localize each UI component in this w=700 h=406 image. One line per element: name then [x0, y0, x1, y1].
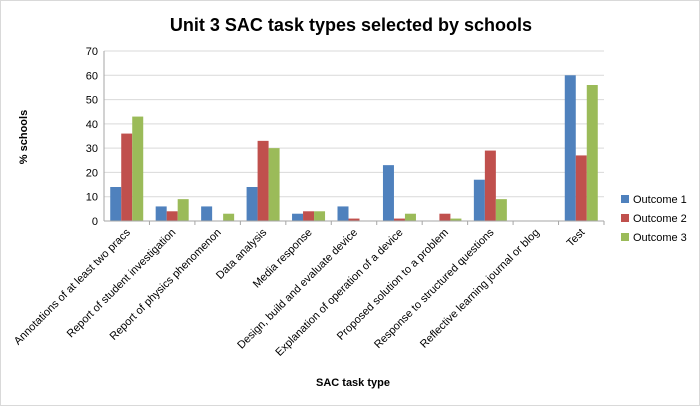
bar-outcome-2: [393, 218, 405, 221]
bar-outcome-3: [450, 218, 462, 221]
y-tick-label: 40: [86, 119, 98, 131]
bar-outcome-2: [166, 211, 178, 221]
bar-outcome-3: [404, 213, 416, 221]
legend: Outcome 1 Outcome 2 Outcome 3: [621, 194, 687, 244]
bar-outcome-2: [575, 155, 587, 221]
bars: [110, 75, 598, 222]
bar-outcome-1: [292, 213, 304, 221]
gridlines: [104, 50, 604, 222]
bar-outcome-2: [484, 150, 496, 221]
bar-outcome-1: [564, 75, 576, 222]
legend-swatch: [621, 233, 629, 241]
legend-label: Outcome 1: [633, 194, 687, 206]
y-tick-label: 0: [92, 216, 98, 228]
chart-title: Unit 3 SAC task types selected by school…: [170, 15, 532, 35]
legend-label: Outcome 2: [633, 213, 687, 225]
bar-outcome-3: [586, 85, 598, 221]
bar-outcome-1: [110, 187, 122, 221]
bar-outcome-1: [337, 206, 349, 221]
x-axis-title: SAC task type: [316, 377, 390, 389]
bar-outcome-3: [177, 199, 189, 221]
y-tick-label: 50: [86, 95, 98, 107]
y-tick-label: 10: [86, 192, 98, 204]
bar-outcome-2: [303, 211, 315, 221]
bar-outcome-2: [257, 140, 269, 221]
legend-swatch: [621, 195, 629, 203]
legend-swatch: [621, 214, 629, 222]
y-tick-label: 70: [86, 46, 98, 58]
bar-outcome-1: [246, 187, 258, 221]
bar-outcome-1: [201, 206, 213, 221]
x-tick-label: Test: [565, 227, 588, 250]
bar-outcome-1: [382, 165, 394, 221]
y-tick-label: 20: [86, 167, 98, 179]
y-axis-title: % schools: [18, 110, 30, 164]
bar-outcome-2: [121, 133, 133, 221]
bar-outcome-2: [439, 213, 451, 221]
y-tick-label: 30: [86, 143, 98, 155]
bar-outcome-3: [132, 116, 144, 221]
bar-outcome-2: [348, 218, 360, 221]
bar-outcome-3: [223, 213, 235, 221]
bar-outcome-3: [268, 148, 280, 221]
bar-outcome-1: [473, 179, 485, 221]
bar-outcome-3: [314, 211, 326, 221]
legend-label: Outcome 3: [633, 232, 687, 244]
y-tick-label: 60: [86, 70, 98, 82]
bar-outcome-3: [495, 199, 507, 221]
bar-outcome-1: [155, 206, 167, 221]
